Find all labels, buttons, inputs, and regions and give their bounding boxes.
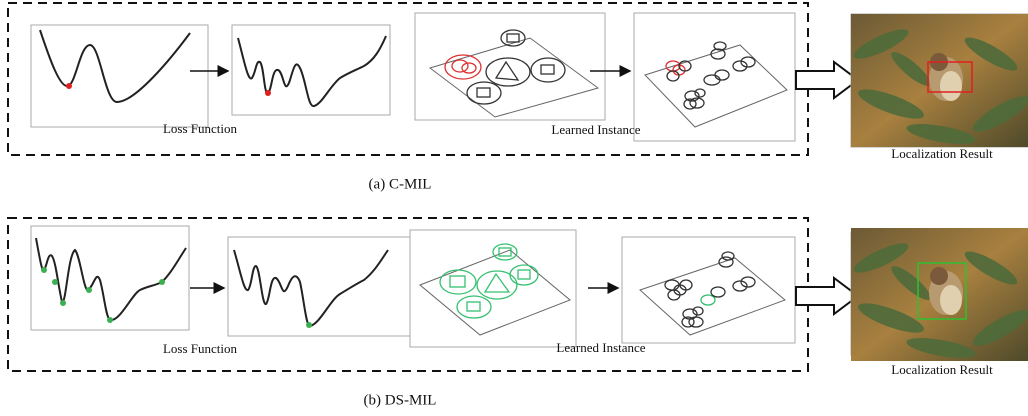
minimum-dots bbox=[41, 267, 165, 323]
instance bbox=[684, 90, 700, 102]
instance bbox=[444, 54, 482, 80]
instance-panel bbox=[633, 12, 796, 142]
instance bbox=[713, 41, 727, 51]
shape bbox=[41, 267, 47, 273]
instance bbox=[500, 29, 526, 47]
instance bbox=[681, 316, 695, 328]
caption: (b) DS-MIL bbox=[364, 392, 437, 408]
label: Learned Instance bbox=[556, 340, 645, 355]
instance bbox=[710, 48, 726, 60]
instance bbox=[688, 316, 704, 328]
instance bbox=[692, 306, 704, 316]
loss-panel bbox=[30, 24, 209, 128]
minimum-dot bbox=[306, 322, 312, 328]
instances bbox=[664, 251, 756, 328]
instance bbox=[740, 276, 756, 288]
detection-box bbox=[917, 262, 967, 320]
loss-panel bbox=[227, 236, 411, 337]
instance bbox=[700, 294, 716, 306]
shape bbox=[60, 300, 66, 306]
shape bbox=[107, 317, 113, 323]
instance bbox=[721, 251, 735, 261]
instance bbox=[451, 59, 469, 73]
label: Learned Instance bbox=[551, 122, 640, 137]
minimum-dot bbox=[66, 83, 72, 89]
instance-panel bbox=[414, 12, 606, 121]
bags bbox=[439, 243, 539, 319]
shape bbox=[540, 64, 555, 75]
instance bbox=[666, 70, 680, 82]
instance bbox=[456, 295, 492, 319]
instance bbox=[710, 286, 726, 298]
instance bbox=[683, 98, 697, 110]
instance bbox=[732, 60, 748, 72]
minimum-dot bbox=[265, 90, 271, 96]
loss-curve bbox=[233, 249, 389, 328]
photo bbox=[850, 14, 1028, 148]
instance bbox=[492, 243, 518, 261]
instances bbox=[665, 41, 756, 110]
detection-box bbox=[927, 61, 973, 93]
instance bbox=[667, 289, 681, 301]
instance bbox=[714, 69, 730, 81]
instance bbox=[485, 57, 531, 87]
loss-curve bbox=[39, 29, 191, 104]
plane bbox=[639, 257, 786, 336]
instance bbox=[740, 56, 756, 68]
shape bbox=[483, 272, 511, 293]
label: Localization Result bbox=[891, 146, 993, 161]
instance-panel bbox=[621, 236, 796, 344]
instance bbox=[466, 81, 502, 105]
label: Localization Result bbox=[891, 362, 993, 377]
label: Loss Function bbox=[163, 341, 238, 356]
label: Loss Function bbox=[163, 121, 238, 136]
shape bbox=[494, 60, 520, 81]
caption: (a) C-MIL bbox=[369, 176, 432, 192]
shape bbox=[159, 279, 165, 285]
shape bbox=[517, 269, 531, 280]
instance bbox=[679, 279, 693, 291]
plane bbox=[644, 44, 788, 128]
shape bbox=[476, 87, 491, 98]
loss-curve bbox=[237, 35, 387, 107]
instance bbox=[689, 97, 705, 109]
shape bbox=[466, 301, 481, 312]
plane bbox=[428, 37, 600, 118]
shape bbox=[52, 279, 58, 285]
shape bbox=[86, 287, 92, 293]
instance bbox=[530, 57, 566, 83]
instance bbox=[678, 60, 692, 72]
instance bbox=[509, 264, 539, 286]
instance bbox=[718, 256, 734, 268]
plane bbox=[419, 249, 571, 336]
instance bbox=[476, 270, 518, 300]
shape bbox=[449, 275, 466, 288]
shape bbox=[506, 33, 520, 43]
photo bbox=[850, 228, 1028, 362]
bags bbox=[444, 29, 566, 105]
big-arrow bbox=[795, 276, 860, 316]
instance bbox=[732, 280, 748, 292]
big-arrow bbox=[795, 60, 860, 100]
instance bbox=[461, 62, 477, 74]
instance bbox=[694, 88, 706, 98]
loss-panel bbox=[231, 24, 391, 116]
instance bbox=[439, 269, 477, 295]
shape bbox=[498, 247, 512, 257]
